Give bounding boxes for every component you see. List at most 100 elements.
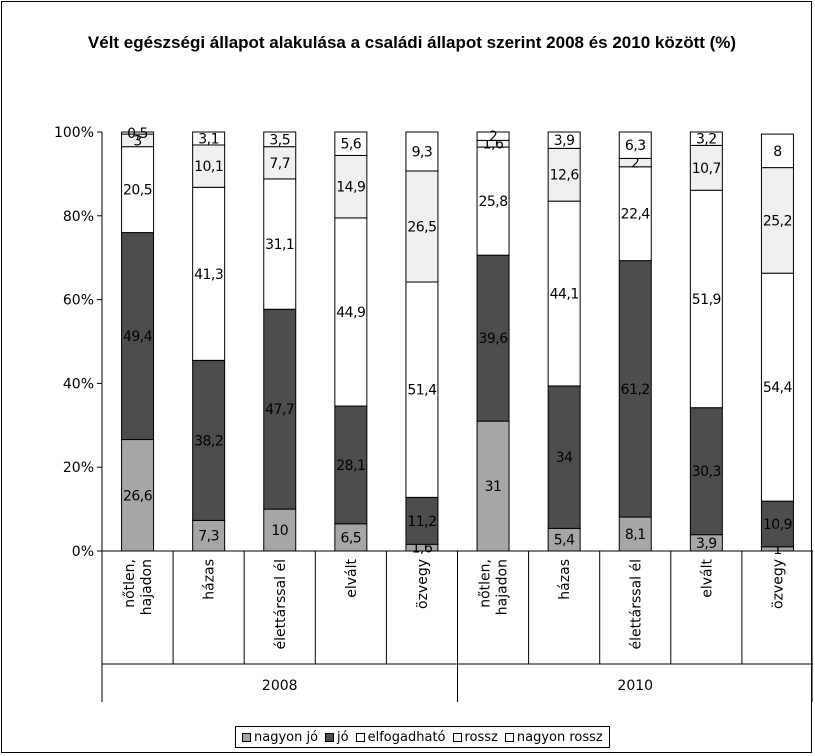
data-label: 51,4 — [407, 383, 437, 399]
data-label: 7,3 — [198, 529, 219, 545]
data-label: 3,9 — [696, 536, 717, 552]
y-tick-label: 60% — [63, 293, 94, 309]
svg-text:élettárssal él: élettárssal él — [273, 559, 289, 649]
data-label: 10,1 — [194, 159, 223, 175]
data-label: 3 — [133, 133, 141, 149]
data-label: 7,7 — [269, 156, 290, 172]
data-label: 28,1 — [336, 458, 365, 474]
svg-text:özvegy: özvegy — [415, 559, 431, 609]
data-label: 51,9 — [692, 292, 721, 308]
x-tick-label: elvált — [699, 558, 715, 597]
data-label: 22,4 — [621, 207, 651, 223]
x-tick-label: nőtlen,hajadon — [122, 559, 155, 615]
data-label: 0,5 — [127, 126, 148, 142]
bar-segment — [547, 147, 581, 202]
y-tick-label: 0% — [72, 544, 94, 560]
bar-segment — [121, 232, 155, 441]
y-tick-label: 40% — [63, 376, 94, 392]
bar-segment — [547, 131, 581, 149]
bar-segment — [689, 144, 723, 191]
x-tick-label: elvált — [344, 558, 360, 597]
svg-text:élettárssal él: élettárssal él — [628, 559, 644, 649]
bar-segment — [334, 131, 368, 156]
data-label: 11,2 — [407, 514, 436, 530]
data-label: 30,3 — [692, 464, 721, 480]
data-label: 25,8 — [478, 194, 507, 210]
chart-title: Vélt egészségi állapot alakulása a csalá… — [87, 33, 737, 52]
bar-segment — [334, 523, 368, 552]
svg-text:házas: házas — [202, 559, 218, 600]
data-label: 10,7 — [692, 161, 721, 177]
data-label: 3,2 — [696, 132, 717, 148]
bar-segment — [192, 519, 226, 552]
legend-item: nagyon rossz — [504, 729, 603, 745]
bar-segment — [192, 131, 226, 146]
bar-segment — [405, 131, 439, 172]
x-tick-label: nőtlen,hajadon — [478, 559, 511, 615]
bar-segment — [547, 385, 581, 529]
x-tick-label: özvegy — [770, 559, 786, 609]
bar-segment — [689, 189, 723, 409]
data-label: 3,5 — [269, 132, 290, 148]
x-tick-label: özvegy — [415, 559, 431, 609]
bar-segment — [618, 131, 652, 159]
data-label: 1 — [773, 542, 781, 558]
legend: nagyon jó jó elfogadható rossz nagyon rossz — [235, 726, 610, 748]
data-label: 8,1 — [625, 527, 646, 543]
data-label: 5,6 — [340, 137, 361, 153]
data-label: 47,7 — [265, 402, 294, 418]
data-label: 31 — [485, 479, 502, 495]
legend-label: elfogadható — [367, 729, 446, 745]
data-label: 5,4 — [554, 533, 575, 549]
bar-segment — [334, 405, 368, 525]
bar-segment — [618, 516, 652, 552]
bar-segment — [263, 178, 297, 310]
data-label: 41,3 — [194, 267, 223, 283]
bar-segment — [760, 500, 794, 548]
x-tick-label: élettárssal él — [628, 559, 644, 649]
data-label: 25,2 — [763, 213, 792, 229]
bar-segment — [476, 254, 510, 422]
bar-segment — [263, 508, 297, 552]
bar-segment — [476, 420, 510, 552]
svg-text:nőtlen,hajadon: nőtlen,hajadon — [122, 559, 155, 615]
legend-item: nagyon jó — [242, 730, 318, 745]
svg-text:elvált: elvált — [344, 558, 360, 597]
data-label: 9,3 — [412, 144, 433, 160]
data-label: 14,9 — [336, 180, 365, 196]
x-tick-label: házas — [202, 559, 218, 600]
legend-swatch — [504, 732, 514, 742]
svg-text:özvegy: özvegy — [770, 559, 786, 609]
bar-segment — [689, 407, 723, 536]
bar-segment — [263, 131, 297, 148]
data-label: 6,5 — [340, 530, 361, 546]
data-label: 44,1 — [550, 287, 579, 303]
data-label: 39,6 — [478, 331, 508, 347]
legend-item: elfogadható — [355, 729, 446, 745]
bar-segment — [760, 167, 794, 274]
legend-label: nagyon rossz — [516, 729, 603, 745]
legend-swatch — [325, 732, 335, 742]
bar-segment — [405, 496, 439, 545]
y-tick-label: 20% — [63, 460, 94, 476]
data-label: 26,6 — [123, 488, 153, 504]
bar-segment — [618, 260, 652, 518]
legend-swatch — [242, 732, 251, 742]
legend-item: jó — [325, 730, 349, 745]
bar-segment — [760, 272, 794, 502]
svg-text:elvált: elvált — [699, 558, 715, 597]
x-tick-label: házas — [557, 559, 573, 600]
bar-segment — [192, 186, 226, 361]
data-label: 3,1 — [198, 131, 219, 147]
svg-text:nőtlen,hajadon: nőtlen,hajadon — [478, 559, 511, 615]
data-label: 12,6 — [550, 168, 580, 184]
legend-label: rossz — [464, 729, 498, 745]
x-tick-label: élettárssal él — [273, 559, 289, 649]
group-label: 2008 — [262, 678, 298, 694]
bar-segment — [334, 154, 368, 219]
bar-segment — [334, 217, 368, 407]
group-label: 2010 — [617, 678, 653, 694]
bar-segment — [476, 146, 510, 256]
